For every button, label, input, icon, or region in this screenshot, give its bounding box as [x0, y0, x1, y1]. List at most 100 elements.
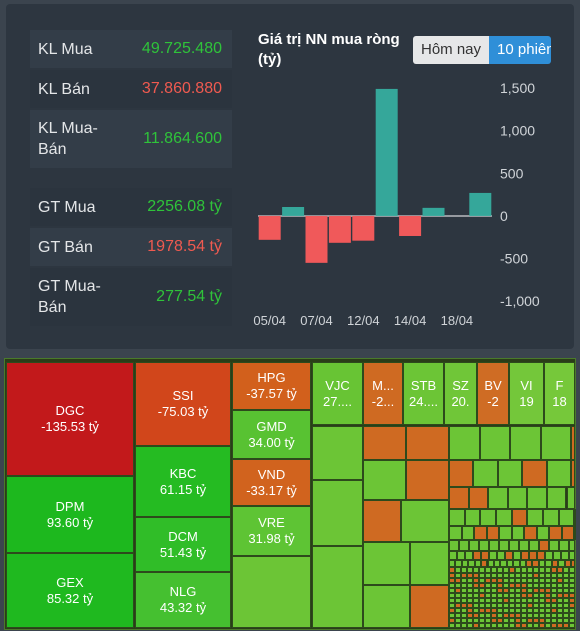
treemap-tile — [515, 608, 521, 614]
treemap-tile — [521, 623, 527, 628]
treemap-tile — [527, 573, 533, 579]
treemap-tile — [545, 573, 551, 579]
treemap-tile — [449, 426, 480, 460]
treemap-tile — [363, 460, 406, 500]
treemap-tile — [449, 526, 462, 541]
stat-row: KL Bán 37.860.880 — [30, 70, 232, 108]
treemap-tile — [557, 618, 563, 624]
treemap-tile — [461, 583, 467, 589]
tile-name: DCM — [168, 528, 198, 544]
treemap-tile — [497, 598, 503, 604]
treemap-tile — [449, 588, 455, 594]
treemap-tile — [457, 551, 466, 561]
treemap-tile — [551, 560, 559, 568]
treemap-tile — [569, 567, 575, 574]
treemap-tile — [455, 618, 461, 624]
tile-name: VND — [257, 466, 286, 482]
treemap-tile — [509, 613, 515, 619]
treemap-tile — [559, 540, 570, 552]
treemap-tile — [467, 603, 473, 609]
treemap-tile — [521, 613, 527, 619]
treemap-tile — [503, 623, 509, 628]
treemap-tile — [519, 560, 526, 568]
treemap-tile — [509, 603, 515, 609]
treemap-tile — [461, 560, 469, 568]
tile-value: -135.53 tỷ — [41, 419, 99, 434]
tile-name: HPG — [257, 370, 286, 385]
treemap-tile — [557, 593, 563, 599]
bar — [282, 206, 305, 216]
treemap-tile — [503, 588, 509, 594]
treemap-tile — [503, 593, 509, 599]
bar — [328, 215, 351, 243]
treemap-tile — [485, 573, 491, 579]
treemap-tile — [455, 593, 461, 599]
treemap-tile — [497, 460, 523, 488]
treemap-tile — [551, 578, 557, 584]
treemap-tile — [557, 573, 563, 579]
treemap-tile — [545, 588, 551, 594]
treemap-tile — [533, 603, 539, 609]
treemap-tile — [540, 426, 572, 460]
treemap-tile — [521, 567, 527, 574]
treemap-tile — [563, 593, 569, 599]
tile-name: F — [555, 377, 564, 393]
x-tick-label: 07/04 — [300, 313, 333, 328]
treemap-tile — [571, 426, 575, 460]
treemap-tile — [509, 540, 520, 552]
treemap-tile — [545, 613, 551, 619]
treemap-tile — [539, 540, 550, 552]
treemap-tile: GEX 85.32 tỷ — [6, 553, 134, 628]
treemap-tile — [521, 603, 527, 609]
treemap-tile — [527, 598, 533, 604]
treemap-tile — [497, 593, 503, 599]
treemap-tile — [479, 623, 485, 628]
treemap-tile — [461, 588, 467, 594]
tile-name: STB — [410, 377, 437, 393]
treemap-tile — [455, 603, 461, 609]
treemap-tile — [449, 567, 455, 574]
treemap-tile — [521, 608, 527, 614]
tab[interactable]: Hôm nay — [413, 36, 490, 64]
treemap-tile — [503, 613, 509, 619]
tile-name: M... — [372, 377, 394, 393]
treemap-tile — [449, 573, 455, 579]
treemap-tile — [515, 603, 521, 609]
treemap-tile — [529, 551, 538, 561]
treemap-tile — [497, 567, 503, 574]
treemap-tile — [513, 551, 522, 561]
treemap-tile — [485, 578, 491, 584]
treemap-tile — [526, 560, 533, 568]
treemap-tile — [455, 613, 461, 619]
bar — [352, 215, 375, 241]
treemap-tile — [491, 567, 497, 574]
y-tick-label: 1,500 — [500, 80, 535, 96]
treemap-tile — [527, 508, 543, 527]
stat-label: KL Mua-Bán — [38, 120, 98, 158]
stat-value: 49.725.480 — [141, 40, 222, 57]
treemap-tile — [491, 583, 497, 589]
treemap-tile — [485, 603, 491, 609]
treemap-tile — [449, 540, 460, 552]
tile-value: -75.03 tỷ — [157, 404, 209, 419]
treemap-tile — [479, 613, 485, 619]
treemap-tile — [515, 613, 521, 619]
treemap-tile — [553, 551, 562, 561]
treemap-tile — [509, 588, 515, 594]
tab[interactable]: 10 phiên — [489, 36, 551, 64]
treemap-tile: M... -2... — [363, 362, 403, 425]
treemap-tile — [521, 588, 527, 594]
treemap-tile — [533, 567, 539, 574]
treemap-tile — [406, 426, 449, 460]
treemap-tile — [545, 551, 554, 561]
treemap-tile — [503, 618, 509, 624]
treemap-tile — [569, 578, 575, 584]
treemap-tile — [527, 567, 533, 574]
treemap-tile — [545, 567, 551, 574]
treemap-tile — [569, 623, 575, 628]
treemap-tile — [363, 542, 410, 585]
tile-value: 24.... — [409, 393, 438, 409]
treemap-tile: VJC 27.... — [312, 362, 363, 425]
stat-value: 11.864.600 — [143, 130, 222, 147]
treemap-tile — [455, 560, 462, 568]
